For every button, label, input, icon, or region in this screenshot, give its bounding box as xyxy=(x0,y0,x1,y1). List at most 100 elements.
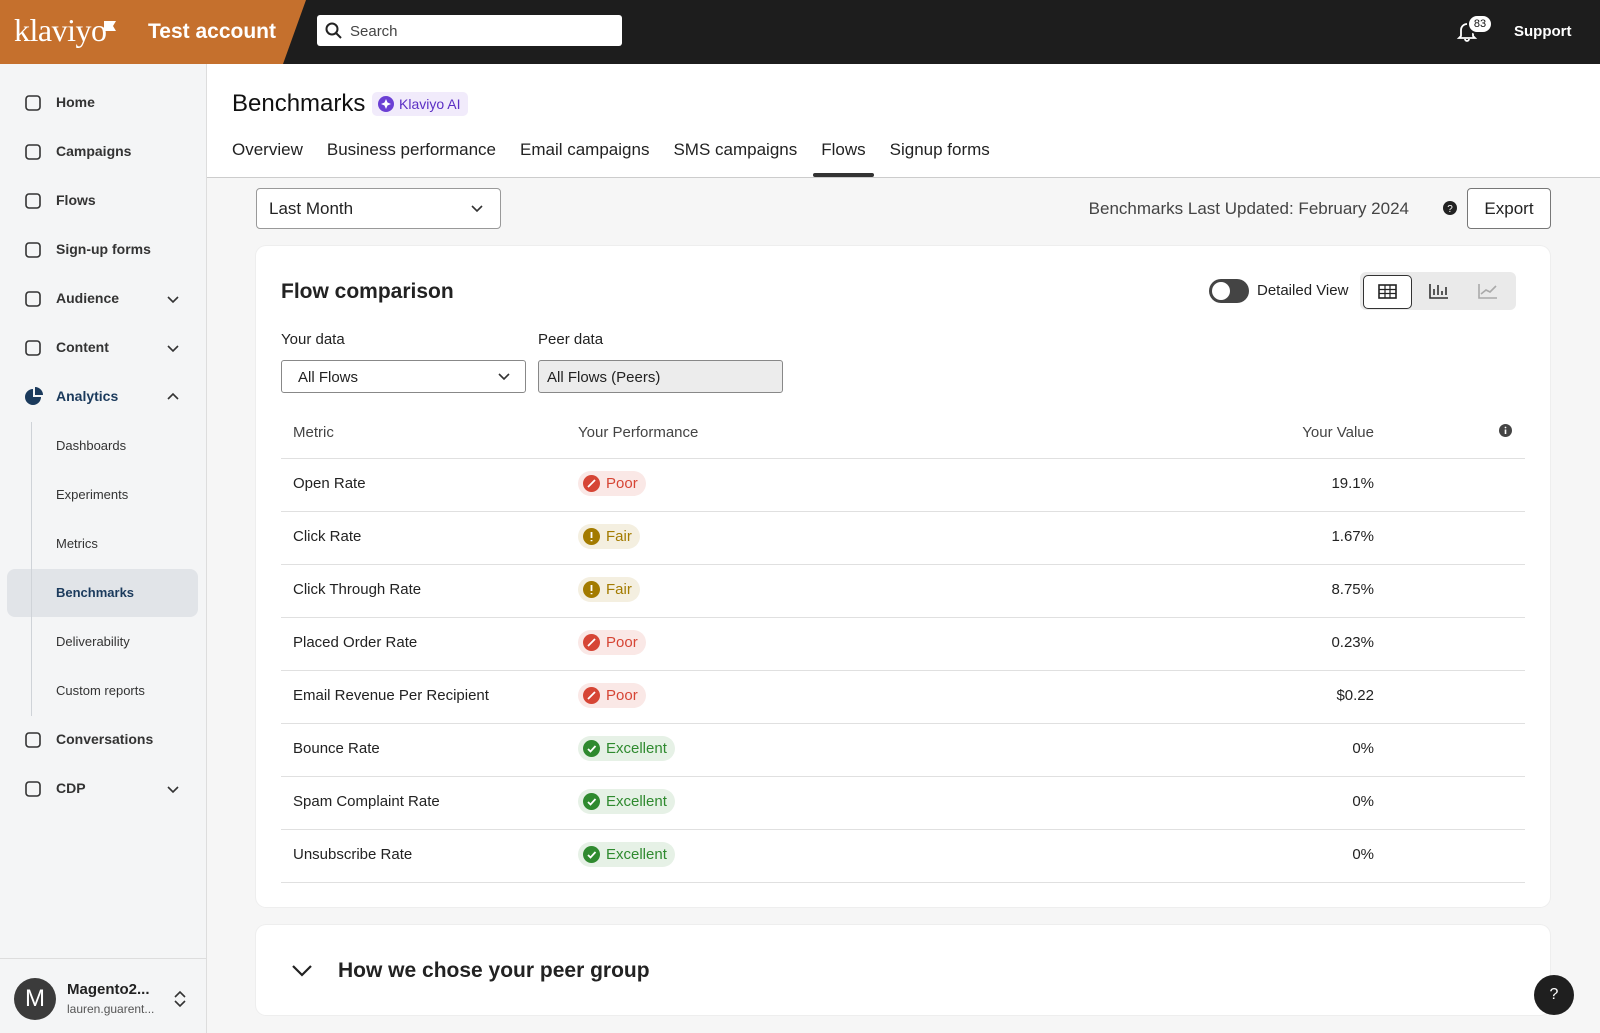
icon xyxy=(1209,279,1249,303)
performance-icon xyxy=(583,687,600,709)
bar-view[interactable] xyxy=(1416,275,1463,312)
detailed-view-label: Detailed View xyxy=(1257,282,1349,299)
tab[interactable]: Email campaigns xyxy=(520,140,650,159)
your-value: 8.75% xyxy=(1331,581,1374,598)
performance-pill: Poor xyxy=(578,471,646,496)
nav-item[interactable]: Home xyxy=(56,94,95,110)
nav-subitem[interactable]: Deliverability xyxy=(56,634,130,649)
nav-subitem[interactable]: Dashboards xyxy=(56,438,127,453)
icon-shape xyxy=(498,373,510,381)
nav-item[interactable]: Conversations xyxy=(56,731,154,747)
icon-shape xyxy=(583,793,600,810)
your-value: 0% xyxy=(1352,740,1374,757)
icon-shape xyxy=(292,965,312,977)
nav-item[interactable]: Campaigns xyxy=(56,143,132,159)
icon-shape xyxy=(587,691,596,700)
icon-shape xyxy=(25,193,41,209)
row-rule xyxy=(281,670,1525,671)
table-rule xyxy=(281,458,1525,459)
nav-item[interactable]: Content xyxy=(56,339,109,355)
nav-subitem[interactable]: Benchmarks xyxy=(56,585,135,600)
performance-icon xyxy=(583,581,600,603)
icon-shape xyxy=(381,99,391,109)
user-email: lauren.guarent... xyxy=(67,1002,155,1016)
tab[interactable]: Overview xyxy=(232,140,303,159)
nav-item[interactable]: CDP xyxy=(56,780,86,796)
performance-pill: Poor xyxy=(578,683,646,708)
user-switch[interactable] xyxy=(172,989,188,1014)
performance-label: Poor xyxy=(606,634,638,651)
metric-name: Open Rate xyxy=(293,475,366,492)
period-chevron xyxy=(469,200,485,221)
help-button[interactable]: ? xyxy=(1534,975,1574,1015)
icon xyxy=(583,475,600,492)
account-name: Test account xyxy=(148,20,276,43)
table-view[interactable] xyxy=(1363,275,1412,309)
peer-group-chevron xyxy=(290,958,314,987)
nav-subitem[interactable]: Custom reports xyxy=(56,683,145,698)
icon-shape xyxy=(167,392,179,400)
icon-shape xyxy=(167,345,179,353)
icon-shape xyxy=(587,798,597,806)
metric-name: Click Rate xyxy=(293,528,362,545)
icon xyxy=(25,193,41,209)
tab[interactable]: Signup forms xyxy=(889,140,990,159)
user-avatar[interactable]: M xyxy=(14,978,56,1020)
nav-icon xyxy=(23,240,43,265)
icon xyxy=(583,528,600,545)
performance-label: Excellent xyxy=(606,793,667,810)
icon xyxy=(471,205,483,213)
row-rule xyxy=(281,511,1525,512)
icon xyxy=(25,732,41,748)
icon xyxy=(167,345,179,353)
nav-subitem[interactable]: Metrics xyxy=(56,536,98,551)
your-data-label: Your data xyxy=(281,331,345,348)
nav-chevron[interactable] xyxy=(165,781,181,802)
performance-pill: Fair xyxy=(578,524,640,549)
icon-shape xyxy=(25,242,41,258)
icon-shape xyxy=(25,95,41,111)
support-link[interactable]: Support xyxy=(1514,23,1572,40)
icon xyxy=(167,296,179,304)
icon xyxy=(167,786,179,794)
metric-name: Placed Order Rate xyxy=(293,634,418,651)
nav-item[interactable]: Sign-up forms xyxy=(56,241,151,257)
nav-icon xyxy=(23,289,43,314)
icon-shape xyxy=(25,291,41,307)
nav-item[interactable]: Audience xyxy=(56,290,120,306)
icon xyxy=(378,96,394,112)
view-switcher xyxy=(1360,272,1516,310)
performance-label: Excellent xyxy=(606,846,667,863)
tab[interactable]: SMS campaigns xyxy=(673,140,798,159)
icon-shape xyxy=(35,387,43,395)
detailed-toggle[interactable] xyxy=(1208,278,1250,309)
user-name: Magento2... xyxy=(67,981,150,998)
icon-shape xyxy=(587,851,597,859)
nav-chevron[interactable] xyxy=(165,340,181,361)
icon-shape xyxy=(583,846,600,863)
icon xyxy=(583,740,600,757)
performance-pill: Fair xyxy=(578,577,640,602)
icon xyxy=(1429,284,1448,299)
top-bar: klaviyo Test account Search 83 Support xyxy=(0,0,1600,64)
nav-chevron[interactable] xyxy=(165,389,181,410)
your-data-select[interactable]: All Flows xyxy=(281,360,526,393)
nav-item[interactable]: Analytics xyxy=(56,388,119,404)
period-select[interactable]: Last Month xyxy=(256,188,501,229)
export-button[interactable]: Export xyxy=(1467,188,1551,229)
subnav-line xyxy=(31,422,32,716)
peer-group-card[interactable]: How we chose your peer group xyxy=(256,925,1550,1015)
tab[interactable]: Flows xyxy=(821,140,866,159)
nav-chevron[interactable] xyxy=(165,291,181,312)
row-rule xyxy=(281,723,1525,724)
nav-icon xyxy=(23,191,43,216)
icon-shape xyxy=(325,22,339,36)
icon-shape xyxy=(1478,284,1497,299)
icon-shape xyxy=(25,340,41,356)
nav-subitem[interactable]: Experiments xyxy=(56,487,129,502)
tab[interactable]: Business performance xyxy=(326,140,496,159)
search-box[interactable]: Search xyxy=(317,15,622,46)
line-view[interactable] xyxy=(1465,275,1512,312)
your-data-value: All Flows xyxy=(298,369,359,386)
nav-item[interactable]: Flows xyxy=(56,192,96,208)
